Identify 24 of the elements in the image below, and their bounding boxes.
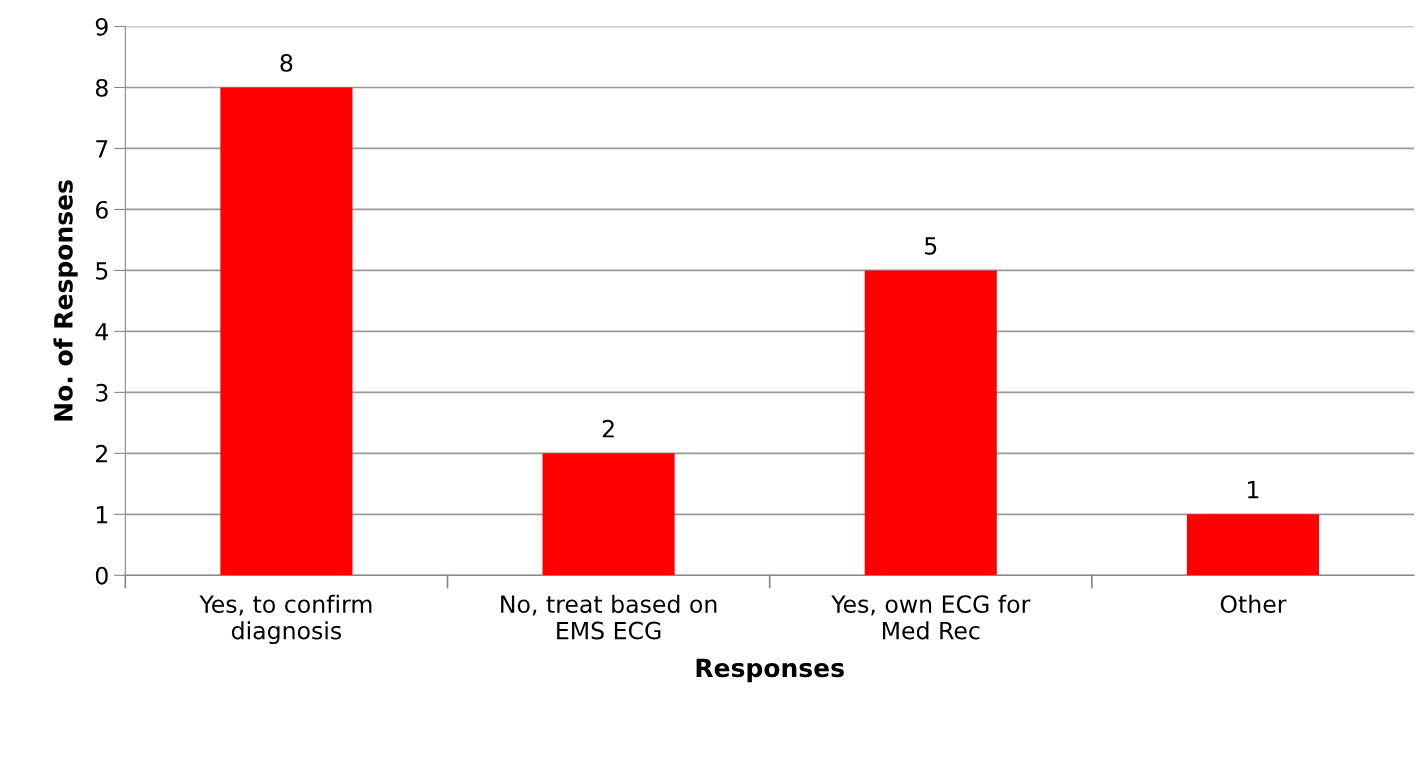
x-tick-label: Yes, own ECG for Med Rec [831, 594, 1031, 640]
data-label: 2 [602, 419, 614, 438]
y-tick-label: 2 [96, 444, 107, 463]
x-tick-label: No, treat based on EMS ECG [501, 594, 717, 640]
y-tick-label: 3 [96, 383, 108, 402]
x-tick-label: Other [1220, 594, 1287, 614]
x-axis-title: Responses [696, 658, 844, 683]
bar [864, 270, 997, 576]
bar [542, 453, 675, 576]
y-tick-label: 8 [95, 78, 108, 97]
y-tick-label: 0 [95, 566, 108, 585]
bar [1186, 514, 1319, 576]
bar [220, 87, 353, 576]
data-label: 5 [925, 237, 937, 255]
data-label: 1 [1248, 481, 1259, 499]
y-tick-label: 6 [95, 200, 108, 219]
y-tick-label: 9 [95, 17, 108, 36]
y-tick-label: 1 [96, 506, 108, 524]
y-tick-label: 7 [96, 140, 108, 158]
y-tick-label: 4 [95, 323, 109, 341]
y-axis-title: No. of Responses [53, 180, 78, 421]
x-tick-label: Yes, to confirm diagnosis [199, 594, 372, 645]
data-label: 8 [280, 53, 293, 72]
y-tick-label: 5 [96, 262, 108, 280]
